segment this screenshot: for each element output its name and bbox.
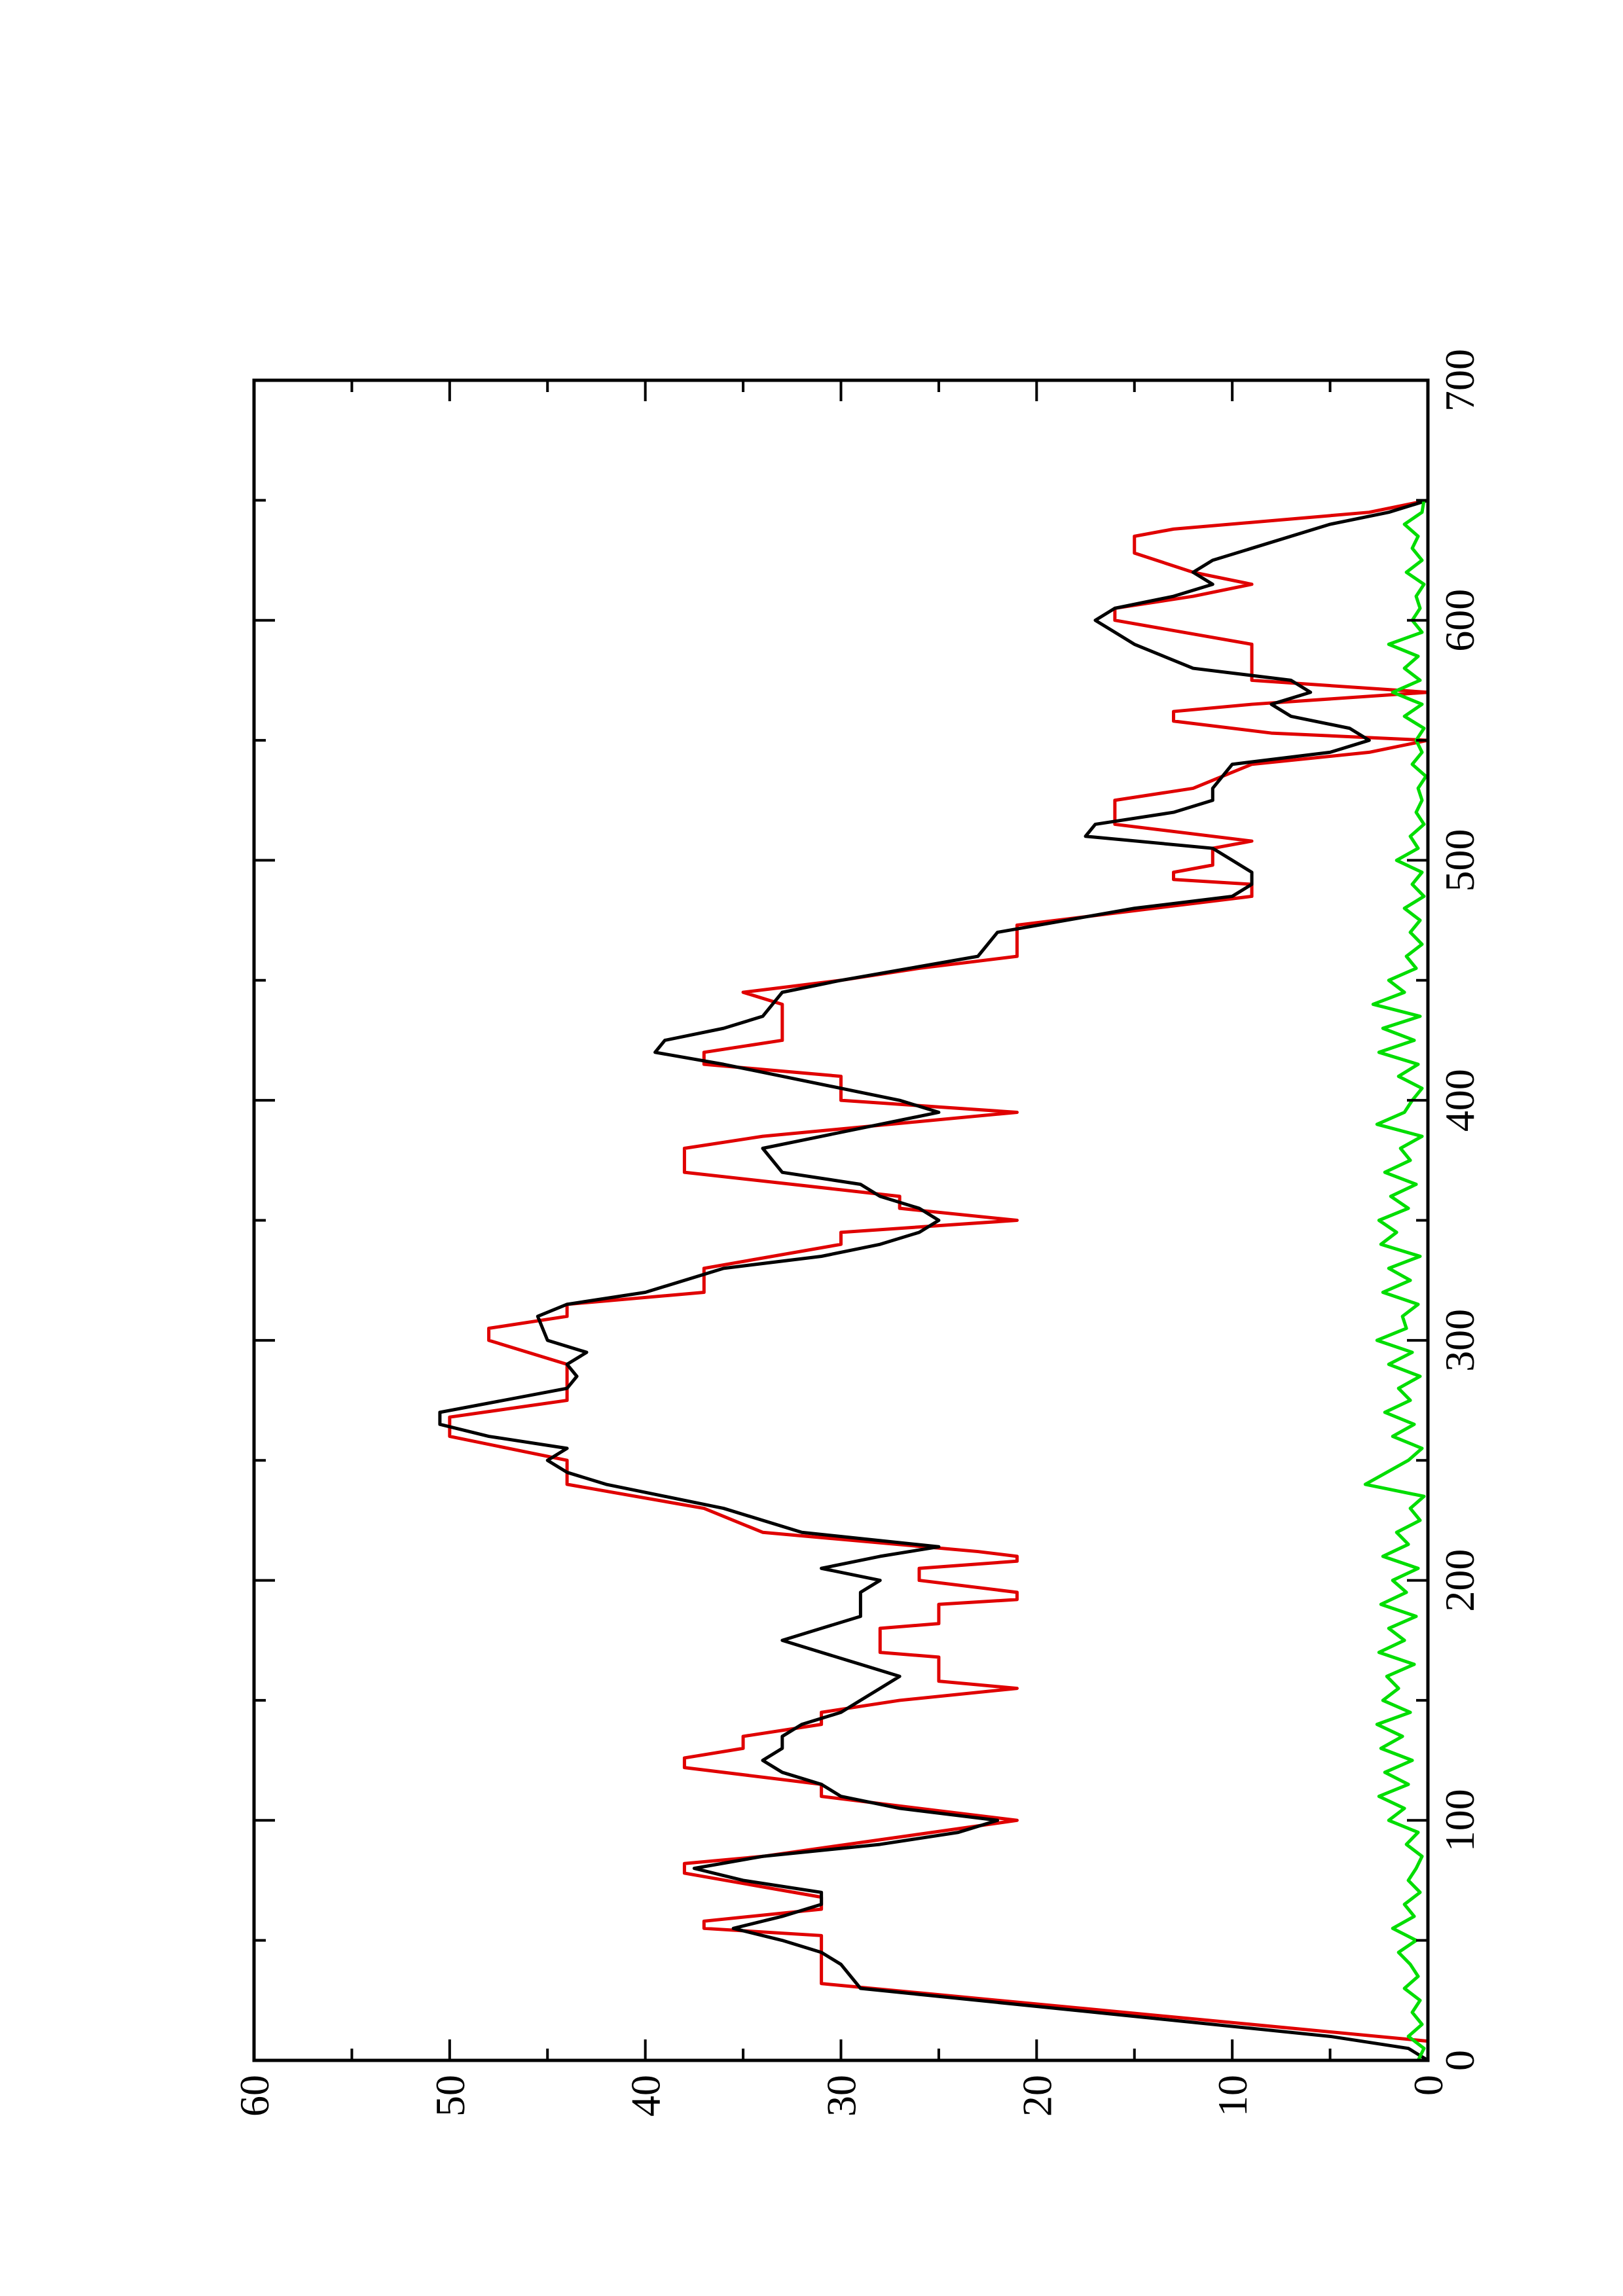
y-tick-label: 50 xyxy=(427,2075,473,2117)
x-tick-label: 400 xyxy=(1436,1069,1483,1132)
x-tick-label: 500 xyxy=(1436,829,1483,891)
series-line xyxy=(1363,499,1428,2062)
series-line xyxy=(448,498,1430,2060)
x-tick-label: 300 xyxy=(1436,1309,1483,1372)
x-tick-label: 0 xyxy=(1436,2050,1483,2071)
y-tick-label: 60 xyxy=(231,2075,278,2117)
x-tick-label: 600 xyxy=(1436,589,1483,652)
y-tick-label: 20 xyxy=(1013,2075,1060,2117)
y-tick-label: 30 xyxy=(818,2075,865,2117)
y-tick-label: 10 xyxy=(1209,2075,1256,2117)
y-tick-label: 0 xyxy=(1405,2075,1451,2096)
x-tick-label: 700 xyxy=(1436,349,1483,412)
plot-frame xyxy=(252,378,1430,2062)
y-tick-label: 40 xyxy=(623,2075,669,2117)
series-line xyxy=(438,498,1429,2062)
x-tick-label: 200 xyxy=(1436,1549,1483,1612)
plot-area: 0 100 200 300 400 500 600 700 0 10 20 30 40 50 60 xyxy=(231,349,1483,2117)
x-tick-label: 100 xyxy=(1436,1789,1483,1852)
